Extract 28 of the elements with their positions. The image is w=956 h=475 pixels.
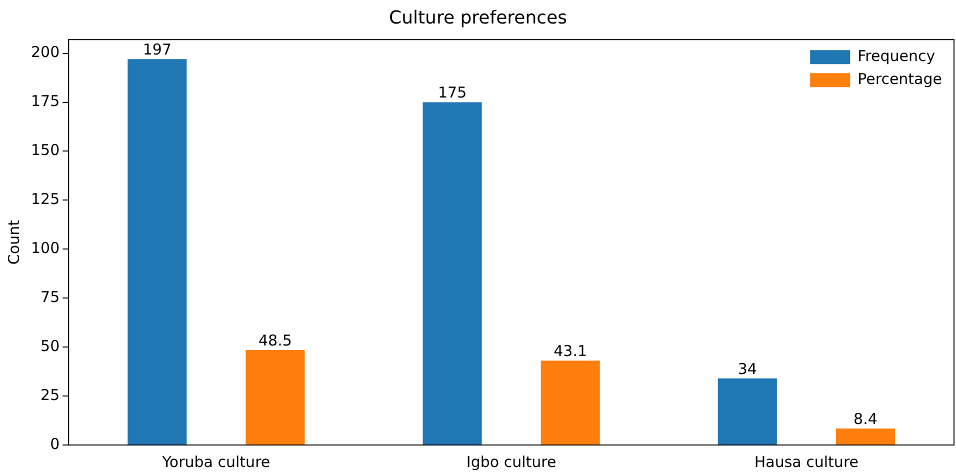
y-tick-label: 75	[40, 288, 60, 306]
data-label: 48.5	[258, 331, 292, 350]
y-tick-label: 200	[30, 43, 60, 62]
y-tick-label: 50	[40, 336, 60, 355]
x-tick-label: Igbo culture	[466, 452, 556, 471]
data-label: 8.4	[854, 410, 878, 428]
data-label: 43.1	[554, 342, 588, 360]
bar	[718, 378, 777, 444]
y-tick-label: 125	[30, 190, 60, 208]
y-tick-label: 175	[30, 92, 60, 110]
bar	[246, 350, 305, 444]
x-tick-label: Hausa culture	[754, 452, 859, 471]
data-label: 34	[738, 360, 757, 378]
x-tick-label: Yoruba culture	[161, 452, 270, 471]
chart-title: Culture preferences	[389, 7, 567, 28]
bar	[836, 428, 895, 444]
y-axis-title: Count	[4, 220, 23, 265]
data-label: 175	[438, 84, 467, 102]
y-tick-label: 25	[40, 386, 60, 404]
y-tick-label: 100	[30, 239, 60, 258]
y-tick-label: 0	[50, 434, 60, 453]
y-tick-label: 150	[30, 141, 60, 160]
bar	[540, 360, 600, 444]
legend-label: Percentage	[858, 70, 942, 88]
data-label: 197	[142, 40, 172, 59]
bar	[128, 59, 187, 444]
bar	[422, 102, 482, 444]
legend-label: Frequency	[858, 46, 936, 65]
